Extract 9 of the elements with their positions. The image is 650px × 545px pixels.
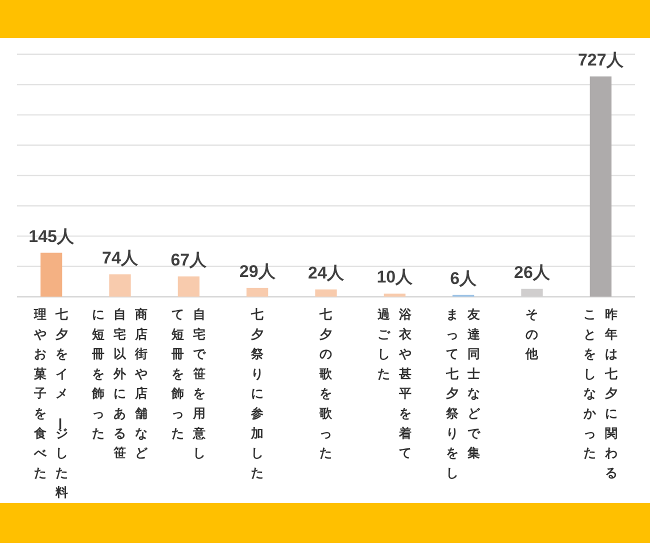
x-tick-label: 昨年は七夕に関わることをしなかった [583,306,618,480]
x-tick-label: 浴衣や甚平を着て過ごした [377,306,412,460]
x-tick-label: 七夕をイメージした料理やお菓子を食べた [34,306,69,500]
x-tick-label: 七夕の歌を歌った [320,306,332,460]
x-tick-label: 自宅で笹を用意して短冊を飾った [171,306,206,460]
x-tick-label: 七夕祭りに参加した [250,306,264,480]
x-tick-label: その他 [526,306,538,362]
x-tick-label: 商店街や店舗など自宅以外にある笹に短冊を飾った [92,306,148,460]
x-tick-label: 友達同士などで集まって七夕祭りをし [446,306,481,480]
